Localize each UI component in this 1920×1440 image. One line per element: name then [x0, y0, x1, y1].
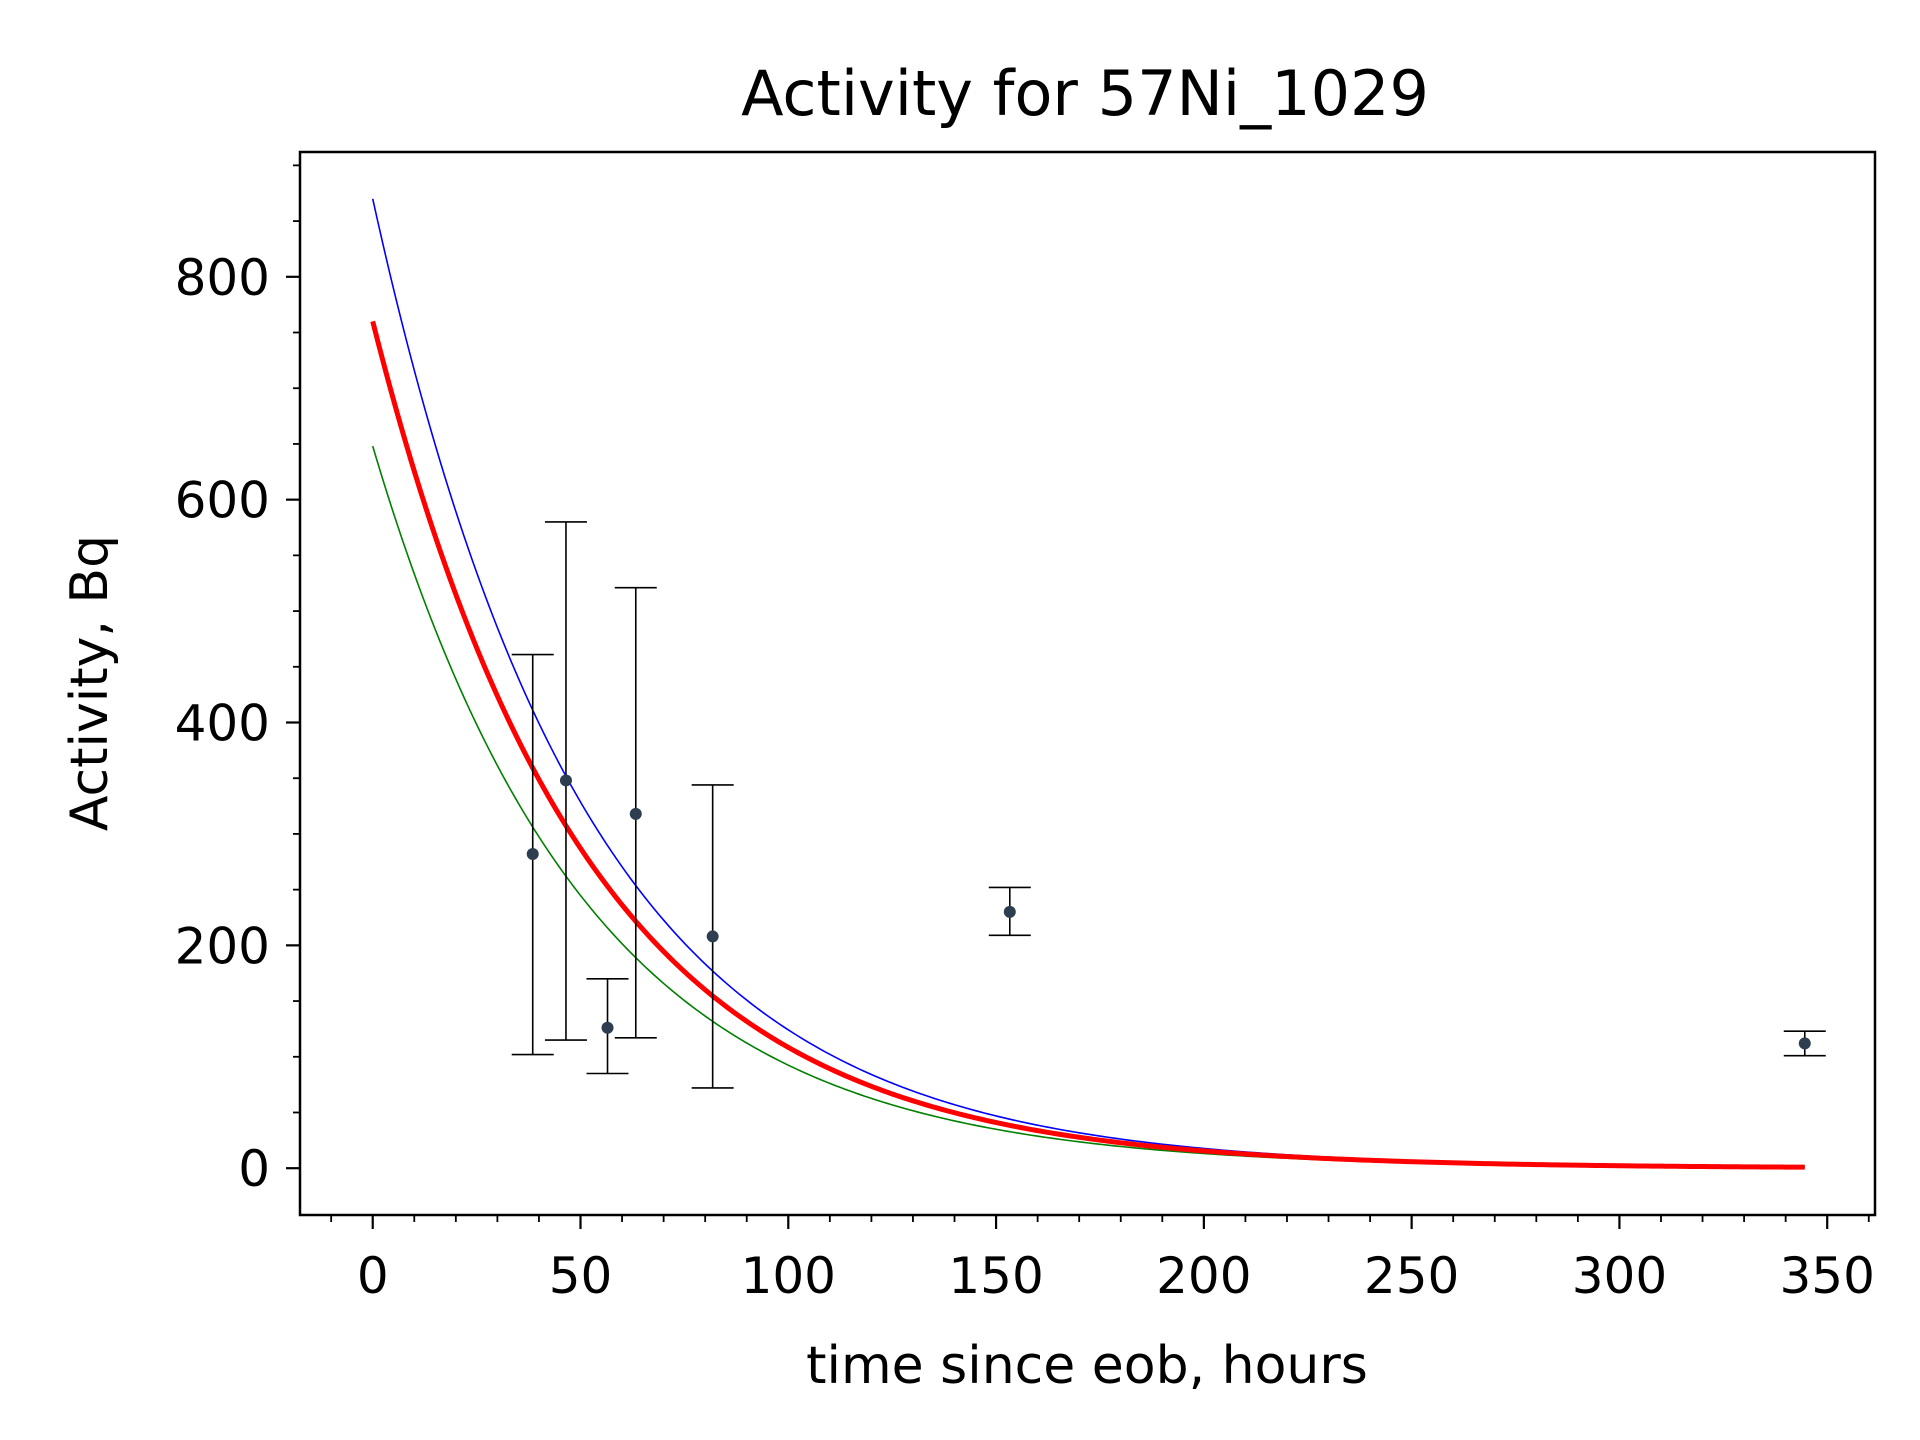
data-point-6 [1798, 1037, 1811, 1050]
x-tick-label: 200 [1156, 1247, 1251, 1305]
data-point-1 [559, 774, 572, 787]
y-tick-label: 400 [175, 694, 270, 752]
x-tick-label: 50 [549, 1247, 613, 1305]
x-tick-label: 300 [1572, 1247, 1667, 1305]
y-tick-label: 0 [238, 1140, 270, 1198]
x-tick-label: 100 [741, 1247, 836, 1305]
x-tick-label: 0 [357, 1247, 389, 1305]
fit-curve [370, 320, 1805, 1170]
data-point-4 [706, 930, 719, 943]
x-tick-label: 150 [948, 1247, 1043, 1305]
y-tick-label: 800 [175, 249, 270, 307]
chart-title: Activity for 57Ni_1029 [741, 57, 1429, 130]
y-axis-label: Activity, Bq [60, 535, 120, 831]
axes: 0 50 100 150 200 250 300 350 0 200 400 600 800 [175, 164, 1875, 1305]
x-tick-label: 350 [1779, 1247, 1874, 1305]
y-tick-label: 200 [175, 917, 270, 975]
plot-frame [298, 150, 1877, 1217]
x-tick-label: 250 [1364, 1247, 1459, 1305]
data-point-5 [1003, 905, 1016, 918]
y-tick-label: 600 [175, 472, 270, 530]
data-point-0 [526, 847, 539, 860]
data-point-2 [601, 1021, 614, 1034]
plot-area [370, 198, 1826, 1170]
lower-bound-curve [371, 445, 1805, 1169]
data-point-3 [629, 807, 642, 820]
x-axis-label: time since eob, hours [806, 1336, 1368, 1396]
upper-bound-curve [371, 198, 1805, 1168]
